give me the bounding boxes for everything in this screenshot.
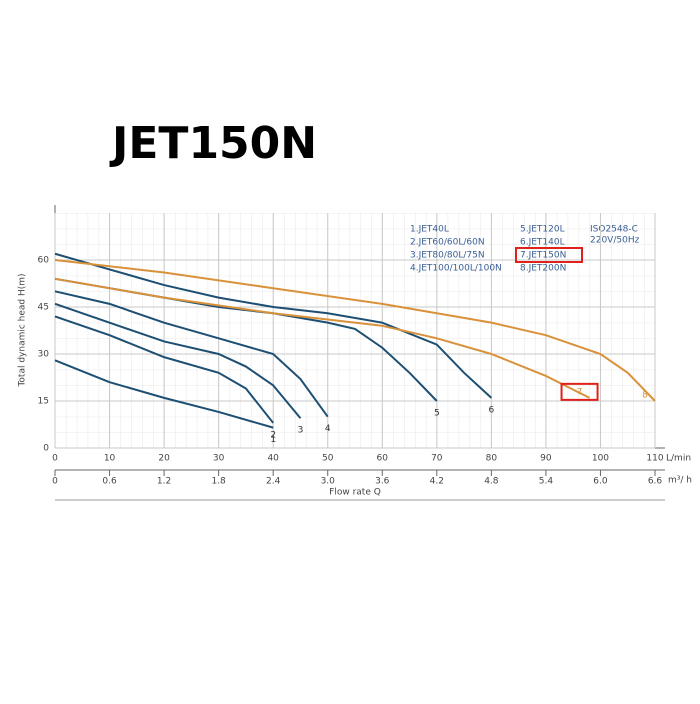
chart-title: JET150N bbox=[109, 118, 317, 169]
curve bbox=[54, 290, 329, 418]
curve-label: 8 bbox=[642, 391, 648, 401]
curve bbox=[54, 359, 274, 429]
x2-tick-label: 5.4 bbox=[539, 477, 554, 487]
x-tick-label: 80 bbox=[486, 454, 498, 464]
x2-tick-label: 1.2 bbox=[157, 477, 171, 487]
x-tick-label: 10 bbox=[104, 454, 116, 464]
legend-entry: 7.JET150N bbox=[520, 251, 566, 261]
curve-label: 5 bbox=[434, 409, 440, 419]
x2-tick-label: 3.6 bbox=[375, 477, 390, 487]
x2-tick-label: 0.6 bbox=[102, 477, 117, 487]
note: ISO2548-C bbox=[590, 225, 638, 235]
x2-tick-label: 2.4 bbox=[266, 477, 281, 487]
x2-unit: m³/ h bbox=[668, 476, 692, 486]
legend-entry: 4.JET100/100L/100N bbox=[410, 264, 502, 274]
legend-entry: 8.JET200N bbox=[520, 264, 566, 274]
curve bbox=[54, 259, 656, 402]
x2-tick-label: 6.0 bbox=[593, 477, 608, 487]
x-tick-label: 70 bbox=[431, 454, 443, 464]
x-tick-label: 90 bbox=[540, 454, 552, 464]
curve bbox=[54, 277, 590, 399]
y-tick-label: 45 bbox=[38, 303, 49, 313]
x-tick-label: 30 bbox=[213, 454, 225, 464]
x2-tick-label: 0 bbox=[52, 477, 58, 487]
x-tick-label: 110 bbox=[646, 454, 663, 464]
y-tick-label: 15 bbox=[38, 397, 49, 407]
curve-label: 2 bbox=[270, 430, 276, 440]
curve-label: 4 bbox=[325, 424, 331, 434]
x-tick-label: 100 bbox=[592, 454, 609, 464]
y-tick-label: 30 bbox=[38, 350, 50, 360]
x-tick-label: 60 bbox=[377, 454, 389, 464]
curve-label: 3 bbox=[298, 426, 304, 436]
legend-entry: 5.JET120L bbox=[520, 225, 565, 235]
y-tick-label: 0 bbox=[43, 444, 49, 454]
x2-tick-label: 4.8 bbox=[484, 477, 499, 487]
note: 220V/50Hz bbox=[590, 236, 640, 246]
curve bbox=[54, 315, 274, 424]
x-tick-label: 0 bbox=[52, 454, 58, 464]
legend-entry: 2.JET60/60L/60N bbox=[410, 238, 485, 248]
curve-label: 6 bbox=[488, 405, 494, 415]
minor-grid bbox=[55, 213, 655, 448]
x2-tick-label: 4.2 bbox=[430, 477, 444, 487]
x2-tick-label: 6.6 bbox=[648, 477, 663, 487]
x2-tick-label: 1.8 bbox=[211, 477, 226, 487]
x2-tick-label: 3.0 bbox=[321, 477, 336, 487]
curve-label: 1 bbox=[270, 435, 276, 445]
curve-label: 7 bbox=[577, 387, 583, 397]
legend-entry: 6.JET140L bbox=[520, 238, 565, 248]
x-axis-label: Flow rate Q bbox=[329, 488, 381, 498]
curve bbox=[54, 302, 302, 419]
x-unit: L/min bbox=[666, 454, 691, 464]
y-axis-label: Total dynamic head H(m) bbox=[18, 273, 28, 387]
legend-entry: 3.JET80/80L/75N bbox=[410, 251, 485, 261]
legend-entry: 1.JET40L bbox=[410, 225, 449, 235]
highlight-box bbox=[515, 247, 583, 263]
x-tick-label: 20 bbox=[158, 454, 170, 464]
x-tick-label: 50 bbox=[322, 454, 334, 464]
x-tick-label: 40 bbox=[267, 454, 279, 464]
highlight-box bbox=[560, 382, 599, 401]
curve bbox=[54, 252, 493, 399]
y-tick-label: 60 bbox=[38, 256, 50, 266]
